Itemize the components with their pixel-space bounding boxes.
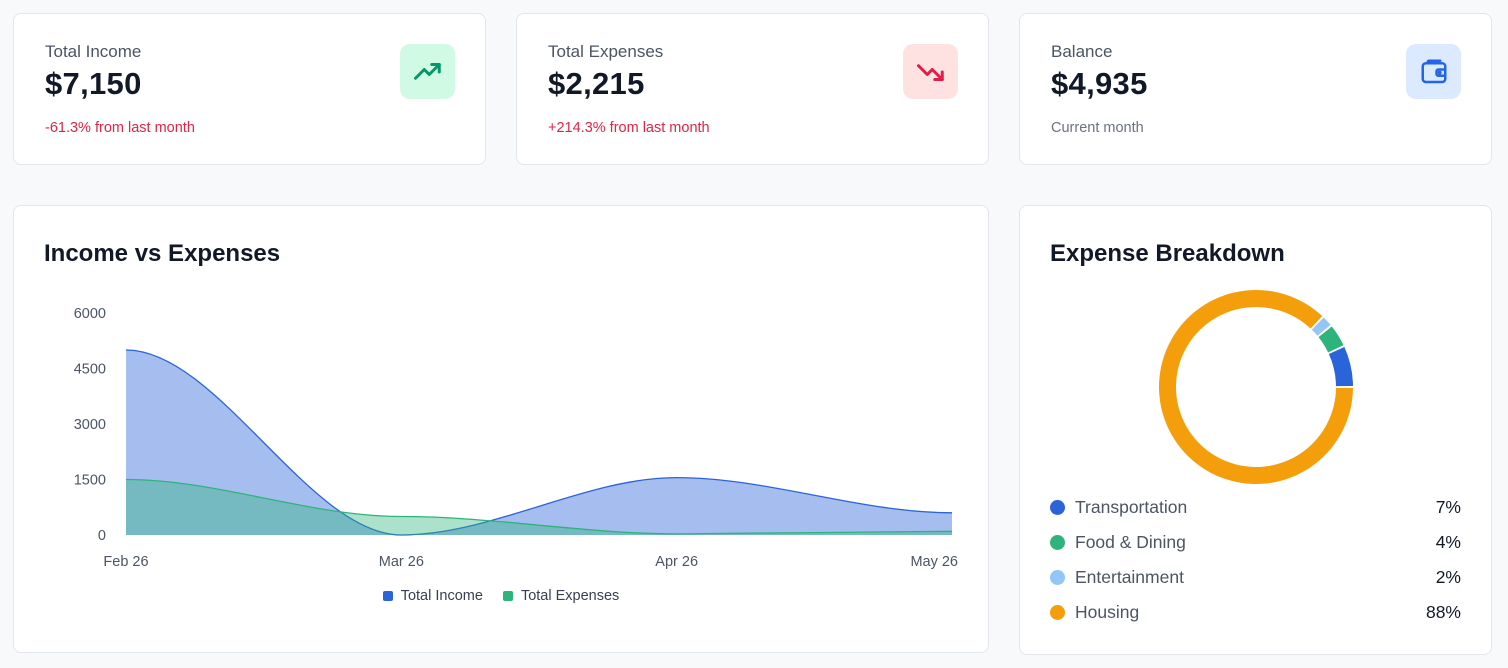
stat-value: $4,935 (1051, 66, 1148, 101)
series-line-1 (125, 478, 953, 535)
panel-title: Expense Breakdown (1050, 240, 1285, 267)
breakdown-row-housing: Housing 88% (1050, 600, 1461, 624)
y-tick-label: 0 (98, 528, 106, 544)
stat-card-expenses: Total Expenses $2,215 +214.3% from last … (516, 13, 989, 165)
legend-dot (1050, 569, 1065, 585)
income-expenses-panel: Income vs Expenses 0 1500 3000 4500 6000 Feb … (13, 205, 989, 653)
stat-label: Total Income (45, 42, 142, 61)
legend-swatch (382, 591, 393, 601)
y-tick-label: 1500 (74, 473, 106, 489)
stat-card-income: Total Income $7,150 -61.3% from last mon… (13, 13, 486, 165)
donut-slice-0[interactable] (1328, 347, 1353, 387)
y-tick-label: 4500 (74, 362, 106, 378)
breakdown-label: Food & Dining (1075, 531, 1186, 552)
x-tick-label: May 26 (910, 554, 958, 570)
legend-label: Total Income (400, 588, 483, 604)
stat-value: $2,215 (548, 66, 645, 101)
panel-title: Income vs Expenses (44, 240, 281, 267)
legend-item-expenses[interactable]: Total Expenses (502, 588, 620, 604)
trending-up-icon (400, 44, 455, 99)
donut-slice-2[interactable] (1311, 317, 1331, 336)
breakdown-label: Entertainment (1075, 566, 1184, 587)
series-area-0 (126, 350, 952, 535)
x-tick-label: Mar 26 (379, 554, 424, 570)
breakdown-percent: 2% (1435, 566, 1461, 587)
breakdown-label: Transportation (1075, 496, 1188, 517)
y-tick-label: 3000 (74, 417, 106, 433)
stat-subtitle: Current month (1051, 120, 1144, 136)
expense-donut-chart (1159, 289, 1353, 484)
breakdown-label: Housing (1075, 601, 1140, 622)
stat-change: +214.3% from last month (548, 120, 710, 136)
x-tick-label: Apr 26 (655, 554, 698, 570)
series-line-0 (125, 349, 953, 536)
chart-legend: Total Income Total Expenses (14, 588, 988, 604)
stat-label: Balance (1051, 42, 1113, 61)
legend-dot (1050, 499, 1065, 515)
income-expenses-chart: 0 1500 3000 4500 6000 Feb 26 Mar 26 Apr 26 May 2… (74, 306, 958, 570)
legend-dot (1050, 534, 1065, 550)
legend-swatch (502, 591, 513, 601)
legend-dot (1050, 604, 1065, 620)
breakdown-row-entertainment: Entertainment 2% (1050, 565, 1461, 589)
stat-label: Total Expenses (548, 42, 664, 61)
donut-slice-1[interactable] (1318, 326, 1344, 353)
breakdown-row-food: Food & Dining 4% (1050, 530, 1461, 554)
breakdown-percent: 7% (1435, 496, 1461, 517)
breakdown-percent: 4% (1435, 531, 1461, 552)
x-tick-label: Feb 26 (103, 554, 148, 570)
breakdown-row-transportation: Transportation 7% (1050, 495, 1461, 519)
trending-down-icon (903, 44, 958, 99)
y-tick-label: 6000 (74, 306, 106, 322)
expense-breakdown-panel: Expense Breakdown Transportation 7% Food… (1019, 205, 1492, 655)
stat-change: -61.3% from last month (45, 120, 195, 136)
wallet-icon (1406, 44, 1461, 99)
series-area-1 (126, 479, 952, 535)
legend-label: Total Expenses (520, 588, 620, 604)
stat-card-balance: Balance $4,935 Current month (1019, 13, 1492, 165)
breakdown-percent: 88% (1425, 601, 1461, 622)
legend-item-income[interactable]: Total Income (382, 588, 483, 604)
stat-value: $7,150 (45, 66, 142, 101)
